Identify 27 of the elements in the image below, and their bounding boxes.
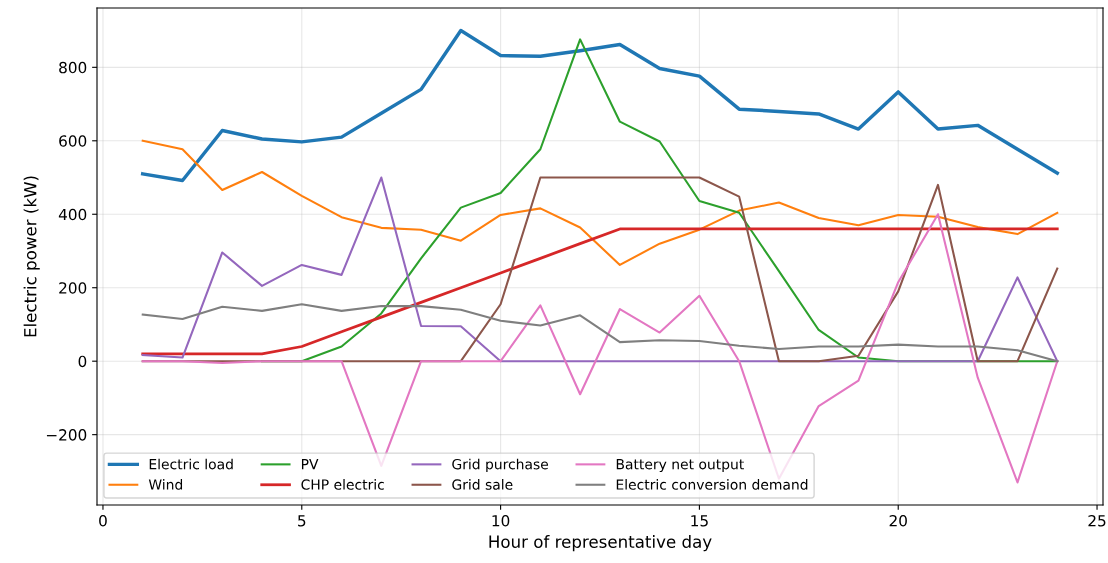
- legend-label: Grid sale: [452, 479, 513, 490]
- legend-label: Electric load: [149, 458, 233, 470]
- y-tick-label: 200: [59, 282, 87, 294]
- legend-label: CHP electric: [301, 479, 384, 490]
- y-tick-label: 0: [78, 355, 87, 368]
- legend-label: PV: [301, 459, 319, 470]
- legend-label: Battery net output: [616, 459, 744, 473]
- x-tick-label: 15: [691, 515, 708, 527]
- y-tick-label: −200: [46, 429, 87, 441]
- x-tick-label: 5: [298, 515, 306, 527]
- y-tick-label: 800: [59, 61, 87, 74]
- line-series: [141, 303, 1059, 363]
- legend-label: Grid purchase: [452, 458, 549, 473]
- y-tick-label: 400: [58, 208, 87, 221]
- line-series: [141, 176, 1059, 363]
- x-tick-label: 10: [492, 514, 510, 527]
- y-tick-label: 600: [59, 135, 87, 147]
- x-tick-label: 20: [889, 514, 907, 527]
- y-axis-title: Electric power (kW): [23, 176, 40, 337]
- line-series: [141, 227, 1059, 356]
- x-tick-label: 25: [1088, 514, 1106, 527]
- line-series: [140, 28, 1060, 183]
- legend-label: Electric conversion demand: [616, 479, 808, 490]
- x-tick-label: 0: [99, 514, 107, 527]
- line-series: [141, 139, 1059, 266]
- x-axis-title: Hour of representative day: [489, 535, 712, 552]
- legend-label: Wind: [148, 479, 183, 490]
